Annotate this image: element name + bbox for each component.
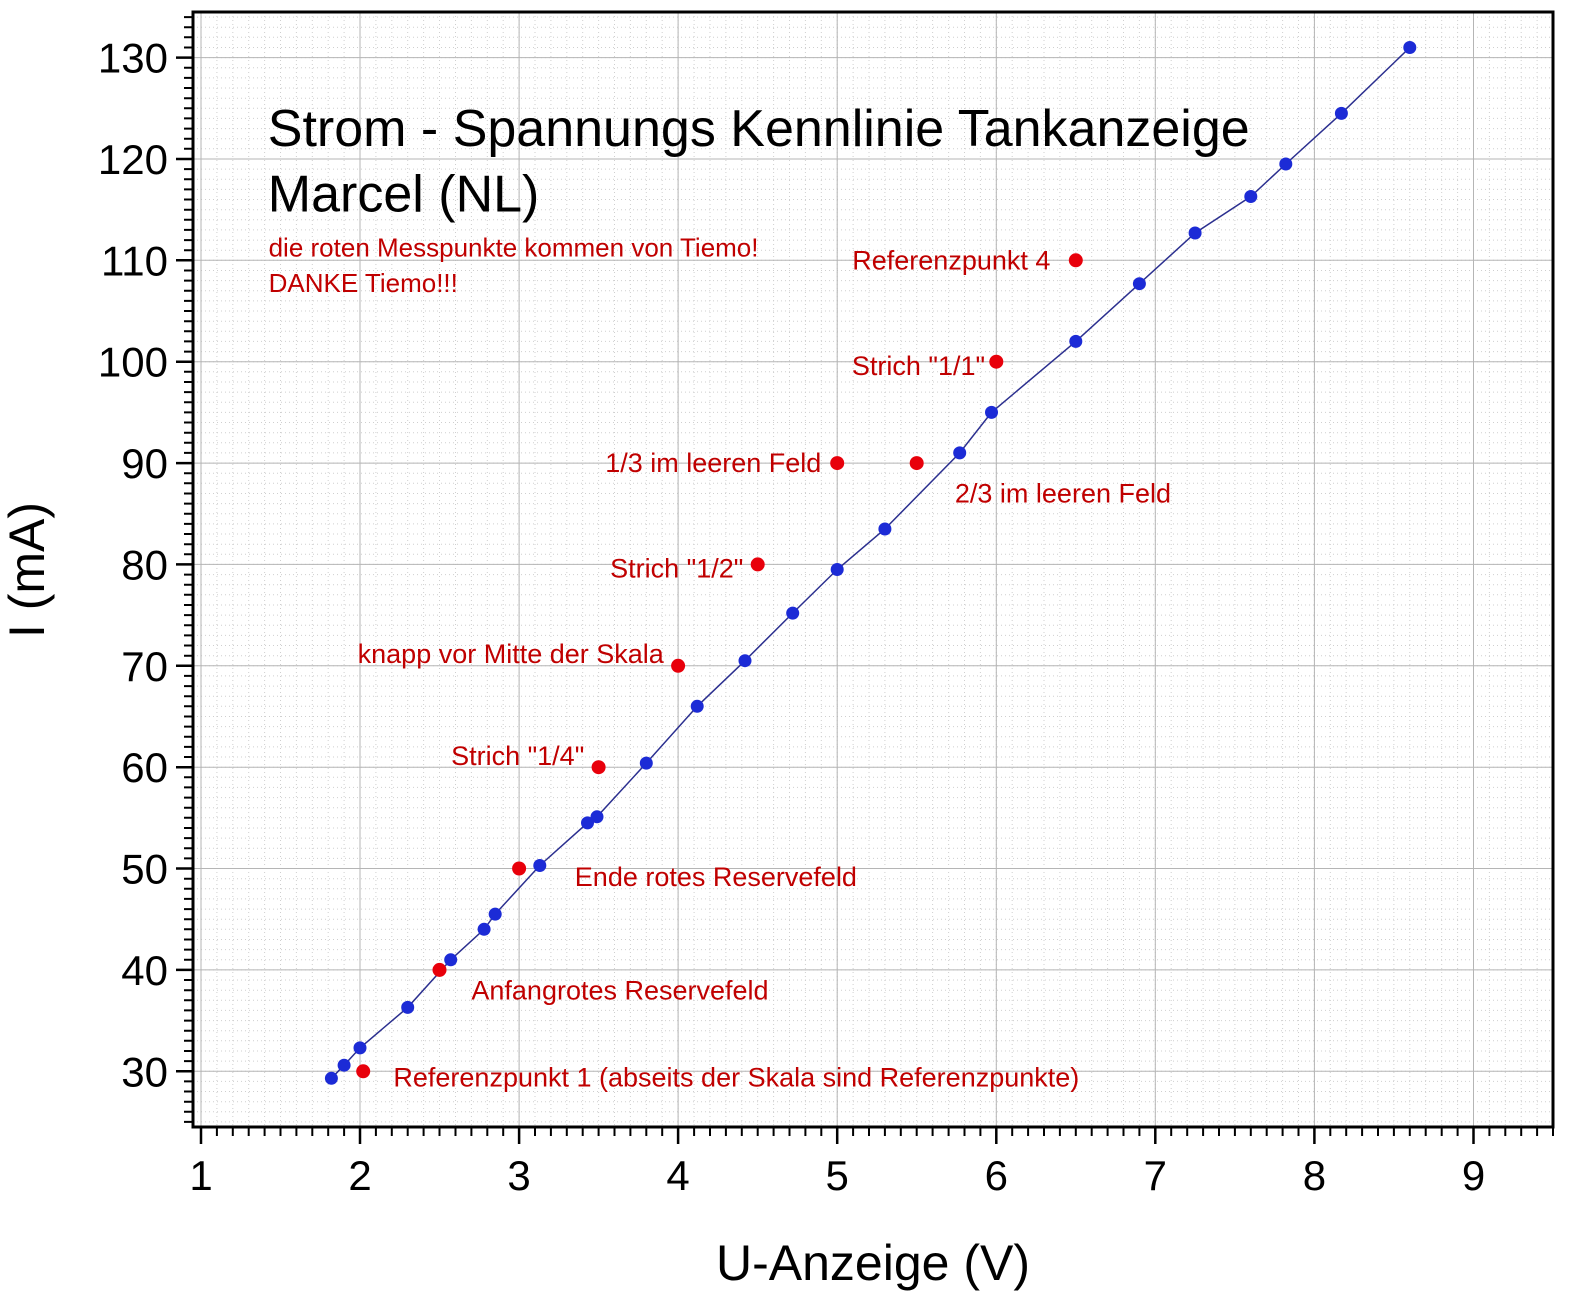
data-point-blue bbox=[488, 907, 502, 921]
y-tick-label: 50 bbox=[121, 846, 168, 893]
note-line2: DANKE Tiemo!!! bbox=[269, 268, 458, 298]
y-tick-label: 110 bbox=[101, 237, 168, 284]
plot-frame bbox=[191, 10, 1555, 1129]
data-point-red bbox=[989, 354, 1004, 369]
y-tick-label: 80 bbox=[121, 541, 168, 588]
data-point-blue bbox=[985, 405, 998, 419]
label-strich-1-2: Strich "1/2" bbox=[610, 554, 743, 584]
data-point-red bbox=[830, 456, 845, 471]
data-point-blue bbox=[353, 1041, 367, 1055]
data-point-blue bbox=[830, 563, 844, 576]
data-point-red bbox=[1068, 253, 1083, 268]
chart-title-line2: Marcel (NL) bbox=[268, 166, 540, 224]
data-point-blue bbox=[878, 522, 892, 536]
data-point-blue bbox=[738, 654, 752, 668]
data-point-blue bbox=[1279, 157, 1293, 171]
x-tick-label: 4 bbox=[666, 1152, 689, 1199]
data-point-blue bbox=[953, 446, 967, 460]
label-referenzpunkt-4: Referenzpunkt 4 bbox=[852, 246, 1050, 276]
label-strich-1-1: Strich "1/1" bbox=[852, 351, 985, 381]
label-strich-1-4: Strich "1/4" bbox=[451, 741, 584, 771]
data-point-blue bbox=[1403, 41, 1417, 54]
x-axis-title: U-Anzeige (V) bbox=[716, 1235, 1030, 1291]
data-point-blue bbox=[444, 953, 458, 967]
x-tick-label: 9 bbox=[1462, 1152, 1485, 1199]
data-point-blue bbox=[1244, 190, 1258, 203]
data-point-blue bbox=[1188, 226, 1202, 240]
data-point-blue bbox=[1132, 277, 1146, 291]
data-point-blue bbox=[581, 816, 594, 830]
y-tick-label: 130 bbox=[98, 35, 168, 82]
data-point-blue bbox=[590, 810, 604, 824]
data-point-blue bbox=[786, 606, 800, 620]
data-point-red bbox=[591, 760, 606, 775]
data-point-red bbox=[356, 1064, 371, 1079]
data-point-blue bbox=[401, 1000, 415, 1014]
x-tick-label: 5 bbox=[826, 1152, 849, 1199]
minor-ticks bbox=[184, 16, 1554, 1136]
data-point-red bbox=[750, 557, 765, 572]
data-point-blue bbox=[337, 1058, 351, 1072]
data-point-blue bbox=[690, 699, 704, 713]
chart-title-line1: Strom - Spannungs Kennlinie Tankanzeige bbox=[268, 100, 1250, 158]
data-point-blue bbox=[639, 756, 653, 770]
data-point-red bbox=[512, 861, 527, 876]
data-point-blue bbox=[324, 1071, 338, 1085]
x-tick-label: 6 bbox=[985, 1152, 1008, 1199]
x-tick-label: 8 bbox=[1303, 1152, 1326, 1199]
y-tick-label: 60 bbox=[121, 744, 168, 791]
y-tick-label: 30 bbox=[121, 1048, 168, 1095]
data-point-blue bbox=[1334, 106, 1348, 120]
minor-grid bbox=[193, 12, 1554, 1127]
y-tick-label: 120 bbox=[98, 136, 168, 183]
y-axis-title: I (mA) bbox=[0, 502, 55, 638]
label-referenzpunkt-1: Referenzpunkt 1 (abseits der Skala sind … bbox=[393, 1063, 1079, 1093]
major-ticks bbox=[176, 56, 1475, 1144]
data-point-red bbox=[909, 456, 924, 471]
note-line1: die roten Messpunkte kommen von Tiemo! bbox=[269, 232, 759, 262]
y-tick-label: 70 bbox=[121, 643, 168, 690]
y-tick-label: 100 bbox=[98, 339, 168, 386]
x-tick-label: 2 bbox=[348, 1152, 371, 1199]
label-ende-rotes-reservefeld: Ende rotes Reservefeld bbox=[575, 862, 857, 892]
data-point-blue bbox=[477, 922, 491, 936]
data-point-blue bbox=[1069, 334, 1083, 348]
data-point-red bbox=[671, 658, 686, 673]
y-tick-label: 40 bbox=[121, 947, 168, 994]
label-knapp-vor-mitte: knapp vor Mitte der Skala bbox=[358, 639, 665, 669]
y-tick-label: 90 bbox=[121, 440, 168, 487]
label-anfang-rotes-reservefeld: Anfangrotes Reservefeld bbox=[471, 975, 768, 1005]
label-1-3-im-leeren-feld: 1/3 im leeren Feld bbox=[605, 448, 821, 478]
data-point-red bbox=[432, 962, 447, 977]
data-point-blue bbox=[533, 859, 547, 872]
x-tick-label: 7 bbox=[1144, 1152, 1167, 1199]
x-tick-label: 1 bbox=[189, 1152, 212, 1199]
label-2-3-im-leeren-feld: 2/3 im leeren Feld bbox=[955, 479, 1171, 509]
x-tick-label: 3 bbox=[507, 1152, 530, 1199]
